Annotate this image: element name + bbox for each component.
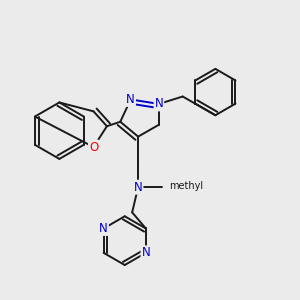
Text: N: N — [99, 222, 108, 235]
Text: N: N — [126, 93, 135, 106]
Text: N: N — [134, 181, 142, 194]
Text: N: N — [154, 98, 163, 110]
Text: methyl: methyl — [169, 181, 203, 191]
Text: O: O — [89, 140, 98, 154]
Text: N: N — [142, 246, 150, 259]
